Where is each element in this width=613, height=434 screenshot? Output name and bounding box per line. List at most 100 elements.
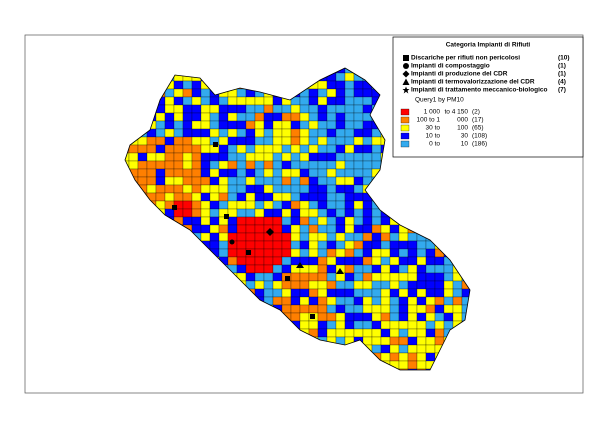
municipality [371, 248, 382, 258]
municipality [245, 152, 256, 162]
municipality [344, 88, 355, 98]
class-to: 10 [461, 141, 469, 148]
municipality [164, 136, 175, 146]
municipality [326, 176, 337, 186]
municipality [299, 192, 310, 202]
municipality [407, 312, 418, 322]
municipality [254, 192, 265, 202]
municipality [254, 280, 265, 290]
municipality [218, 112, 229, 122]
municipality [272, 208, 283, 218]
municipality [137, 176, 148, 186]
class-from: 30 to [426, 125, 441, 132]
class-count: (186) [472, 141, 487, 148]
municipality [155, 192, 166, 202]
municipality [398, 256, 409, 266]
municipality [290, 216, 301, 226]
municipality [308, 176, 319, 186]
class-from: 100 to 1 [417, 117, 441, 124]
municipality [362, 128, 373, 138]
municipality [362, 256, 373, 266]
municipality [317, 136, 328, 146]
municipality [146, 136, 157, 146]
municipality [308, 232, 319, 242]
municipality [398, 288, 409, 298]
municipality [137, 160, 148, 170]
municipality [272, 232, 283, 242]
municipality [128, 160, 139, 170]
municipality [335, 200, 346, 210]
municipality [398, 320, 409, 330]
municipality [182, 160, 193, 170]
municipality [200, 104, 211, 114]
municipality [299, 248, 310, 258]
municipality [155, 128, 166, 138]
municipality [335, 232, 346, 242]
municipality [380, 232, 391, 242]
municipality [317, 280, 328, 290]
municipality [191, 200, 202, 210]
municipality [326, 296, 337, 306]
municipality [308, 200, 319, 210]
municipality [218, 96, 229, 106]
municipality [218, 160, 229, 170]
municipality [398, 352, 409, 362]
municipality [155, 152, 166, 162]
municipality [272, 280, 283, 290]
municipality [353, 136, 364, 146]
municipality [146, 152, 157, 162]
municipality [191, 144, 202, 154]
municipality [335, 240, 346, 250]
municipality [263, 200, 274, 210]
municipality [263, 176, 274, 186]
class-swatch [400, 132, 410, 140]
municipality [200, 160, 211, 170]
municipality [173, 160, 184, 170]
municipality [308, 272, 319, 282]
municipality [290, 312, 301, 322]
municipality [416, 320, 427, 330]
municipality [281, 296, 292, 306]
municipality [344, 264, 355, 274]
municipality [317, 144, 328, 154]
municipality [344, 200, 355, 210]
municipality [299, 224, 310, 234]
query-title: Query1 by PM10 [415, 97, 464, 104]
municipality [371, 312, 382, 322]
municipality [173, 112, 184, 122]
facility-count: (10) [558, 55, 570, 62]
municipality [281, 248, 292, 258]
municipality [371, 144, 382, 154]
municipality [236, 184, 247, 194]
municipality [326, 120, 337, 130]
municipality [263, 112, 274, 122]
municipality [254, 256, 265, 266]
municipality [272, 248, 283, 258]
municipality [182, 120, 193, 130]
municipality [326, 144, 337, 154]
municipality [362, 280, 373, 290]
class-count: (108) [472, 133, 487, 140]
municipality [344, 160, 355, 170]
municipality [290, 296, 301, 306]
municipality [281, 136, 292, 146]
municipality [335, 144, 346, 154]
municipality [209, 152, 220, 162]
municipality [353, 192, 364, 202]
municipality [173, 208, 184, 218]
municipality [326, 240, 337, 250]
municipality [218, 120, 229, 130]
municipality [335, 96, 346, 106]
municipality [398, 304, 409, 314]
municipality [236, 192, 247, 202]
municipality [245, 240, 256, 250]
municipality [254, 152, 265, 162]
municipality [281, 304, 292, 314]
municipality [281, 160, 292, 170]
municipality [236, 144, 247, 154]
municipality [416, 240, 427, 250]
municipality [326, 208, 337, 218]
class-from: 1 000 [424, 109, 441, 116]
municipality [290, 232, 301, 242]
municipality [218, 128, 229, 138]
